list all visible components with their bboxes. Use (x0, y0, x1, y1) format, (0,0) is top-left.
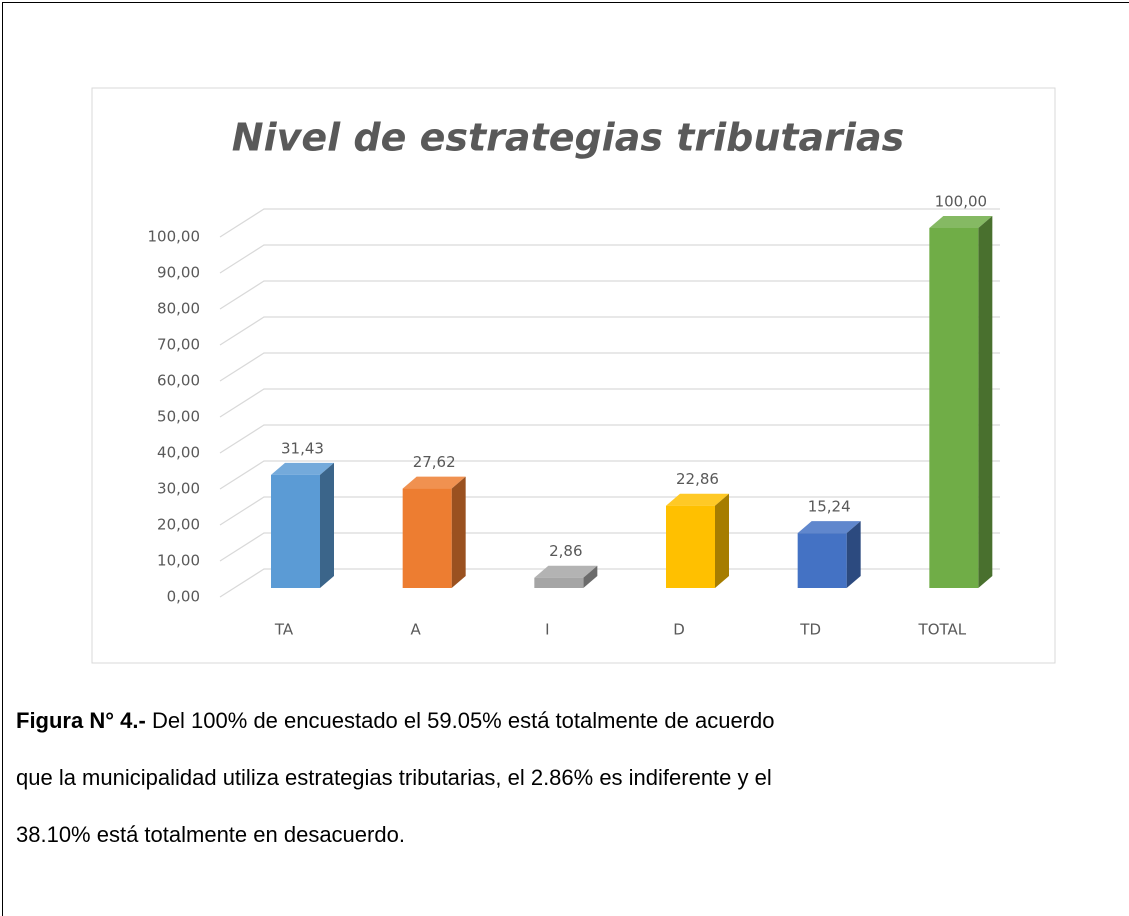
y-tick-label: 70,00 (157, 336, 200, 354)
bar (929, 228, 979, 588)
grid-line (219, 460, 1000, 490)
bar-side (715, 493, 729, 588)
grid-line (219, 244, 1000, 274)
grid-line (219, 352, 1000, 382)
bar (797, 533, 847, 588)
grid-line (219, 316, 1000, 346)
value-label: 22,86 (676, 470, 719, 488)
x-tick-label: TD (799, 621, 821, 639)
bar-side (846, 521, 861, 588)
y-tick-label: 90,00 (157, 264, 200, 282)
caption-line: que la municipalidad utiliza estrategias… (16, 765, 772, 790)
y-tick-label: 40,00 (157, 444, 200, 462)
bar-top (534, 565, 598, 578)
caption-line: Figura N° 4.- Del 100% de encuestado el … (16, 708, 774, 734)
grid-line (219, 208, 1000, 238)
bar (666, 505, 715, 588)
grid-line (219, 532, 1000, 562)
x-tick-label: D (673, 621, 685, 639)
bar-top (666, 493, 729, 506)
x-tick-label: TA (274, 621, 294, 639)
bar-side (320, 462, 334, 588)
bar-top (929, 216, 993, 228)
y-tick-label: 10,00 (157, 552, 200, 570)
bar (271, 474, 320, 588)
y-tick-label: 100,00 (148, 228, 201, 246)
x-tick-label: I (545, 621, 549, 639)
y-tick-label: 50,00 (157, 408, 200, 426)
grid-line (219, 388, 1000, 418)
grid-line (219, 496, 1000, 526)
caption-text: Del 100% de encuestado el 59.05% está to… (151, 708, 775, 733)
grid-line (219, 424, 1000, 454)
value-label: 2,86 (549, 542, 582, 560)
bar (402, 488, 452, 588)
caption-line: 38.10% está totalmente en desacuerdo. (16, 822, 405, 847)
value-label: 100,00 (935, 193, 988, 211)
bar (534, 577, 584, 588)
bar-side (583, 565, 598, 588)
bar-side (978, 216, 993, 588)
caption-label: Figura N° 4.- (16, 708, 146, 733)
x-tick-label: TOTAL (918, 621, 967, 639)
bar-top (271, 462, 334, 475)
value-label: 31,43 (281, 439, 324, 457)
y-tick-label: 30,00 (157, 480, 200, 498)
y-tick-label: 60,00 (157, 372, 200, 390)
bar-top (797, 521, 861, 534)
grid-line (219, 280, 1000, 310)
y-tick-label: 0,00 (167, 588, 200, 606)
y-tick-label: 80,00 (157, 300, 200, 318)
chart-title: Nivel de estrategias tributarias (232, 116, 904, 160)
chart: Nivel de estrategias tributarias 0,00 10,… (91, 87, 1056, 664)
bar-top (402, 476, 466, 489)
y-tick-label: 20,00 (157, 516, 200, 534)
bar-side (451, 476, 466, 588)
grid-line (219, 568, 1000, 598)
x-tick-label: A (411, 621, 422, 639)
value-label: 15,24 (808, 498, 851, 516)
value-label: 27,62 (413, 453, 456, 471)
